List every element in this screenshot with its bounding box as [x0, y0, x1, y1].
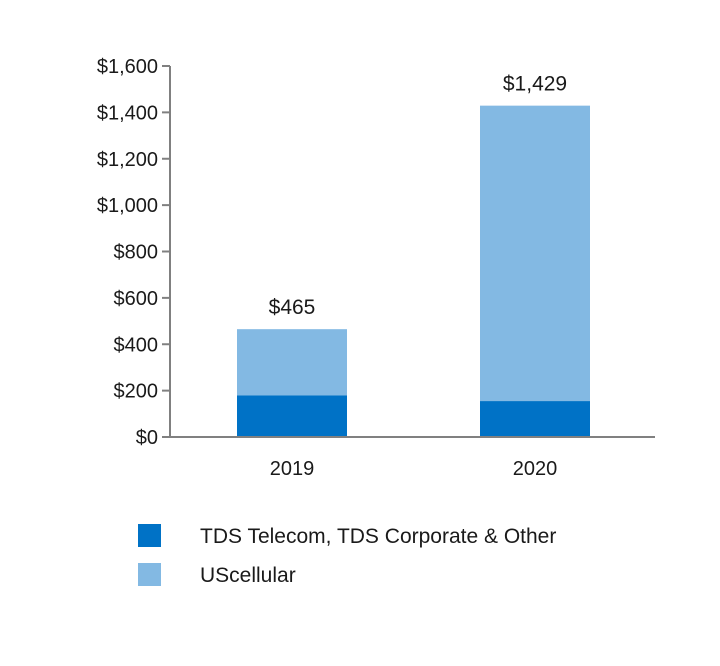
y-tick-label: $0	[136, 427, 158, 449]
legend-swatch-1	[138, 524, 161, 547]
total-label-2020: $1,429	[503, 73, 567, 96]
y-tick-label: $400	[114, 334, 159, 356]
legend-swatch-2	[138, 563, 161, 586]
bars-group	[237, 105, 590, 437]
axes-group: $0 $200 $400 $600 $800 $1,000 $1,200 $1,400 $1,6…	[97, 56, 655, 449]
total-labels-group: $465 $1,429	[269, 73, 567, 320]
x-category-label: 2019	[270, 458, 315, 480]
y-tick-label: $1,200	[97, 149, 158, 171]
legend: TDS Telecom, TDS Corporate & Other UScell…	[138, 524, 556, 587]
x-category-label: 2020	[513, 458, 558, 480]
legend-label-2: UScellular	[200, 564, 296, 587]
total-label-2019: $465	[269, 296, 316, 319]
category-labels-group: 2019 2020	[270, 458, 558, 480]
y-ticks-group: $0 $200 $400 $600 $800 $1,000 $1,200 $1,400 $1,6…	[97, 56, 170, 449]
bar-2020-series-2	[480, 105, 590, 402]
y-tick-label: $1,600	[97, 56, 158, 78]
bar-2020-series-1	[480, 401, 590, 437]
y-tick-label: $600	[114, 288, 159, 310]
bar-2019-series-1	[237, 395, 347, 437]
y-tick-label: $1,000	[97, 195, 158, 217]
bar-2019-series-2	[237, 329, 347, 396]
y-tick-label: $1,400	[97, 102, 158, 124]
y-tick-label: $800	[114, 242, 159, 264]
y-tick-label: $200	[114, 381, 159, 403]
legend-label-1: TDS Telecom, TDS Corporate & Other	[200, 525, 556, 548]
